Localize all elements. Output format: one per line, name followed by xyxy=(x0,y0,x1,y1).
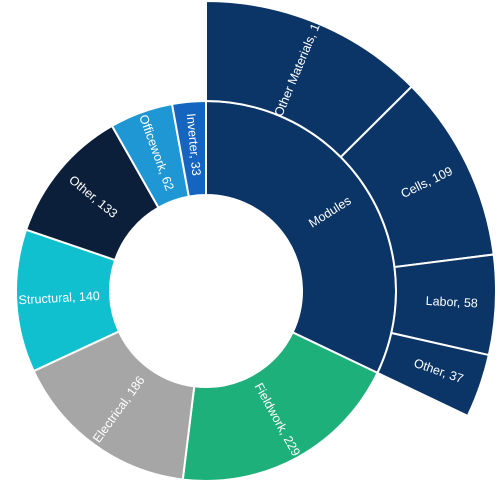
outer-ring xyxy=(205,0,497,418)
inner-segment-inverter xyxy=(170,99,207,198)
outer-segment-other xyxy=(376,331,491,418)
inner-segment-electrical xyxy=(32,330,196,481)
label-outer-labor: Labor, 58 xyxy=(425,294,478,311)
label-inverter: Inverter, 33 xyxy=(184,113,204,177)
inner-segment-fieldwork xyxy=(181,331,379,482)
label-structural: Structural, 140 xyxy=(18,289,100,307)
inner-ring xyxy=(15,99,397,482)
